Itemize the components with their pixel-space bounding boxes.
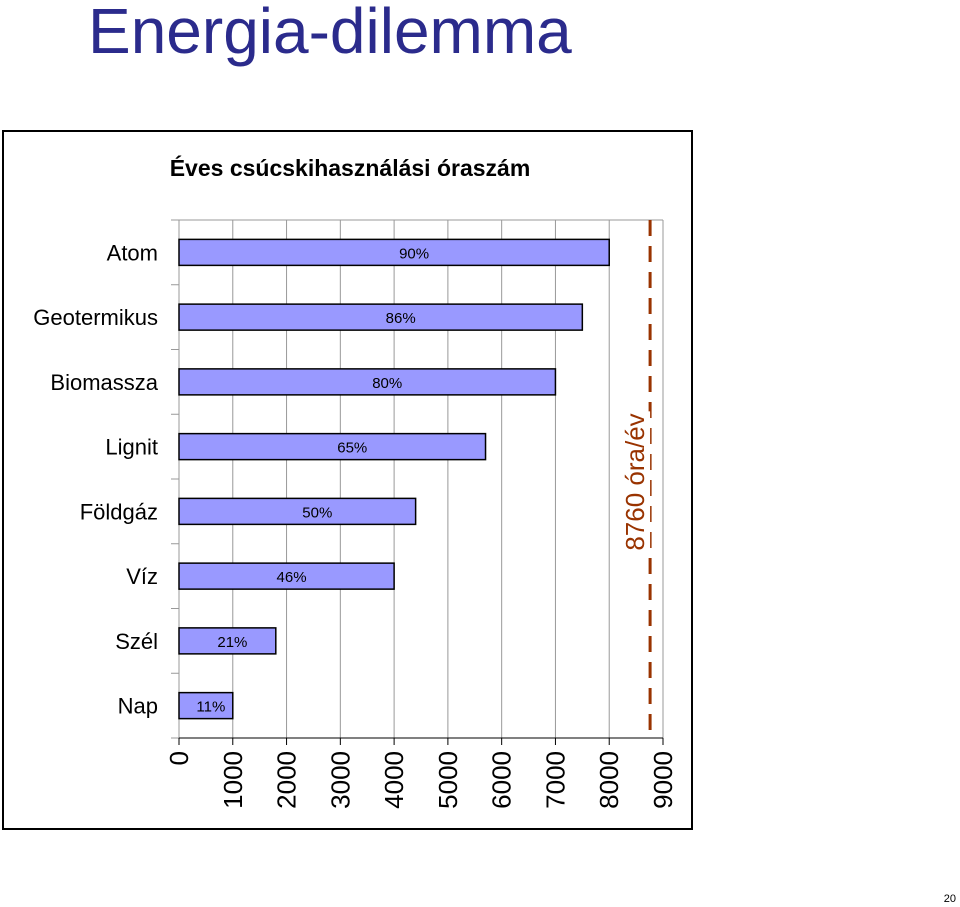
bar: [178, 238, 610, 267]
reference-layer: 8760 óra/év: [620, 220, 652, 738]
reference-label-background: [620, 411, 651, 553]
category-label: Lignit: [105, 435, 158, 460]
bar-layer: [178, 238, 610, 720]
bar: [178, 627, 277, 655]
slide-title: Energia-dilemma: [88, 0, 572, 67]
label-layer: 0 1000 2000 3000 4000 5000 6000 7000 8000 9000 Ato…: [33, 240, 678, 808]
data-label: 11%: [196, 699, 225, 716]
x-tick-label: 4000: [379, 751, 409, 809]
bar: [178, 303, 584, 331]
bar: [178, 562, 395, 590]
category-label: Földgáz: [80, 499, 158, 524]
bar: [178, 432, 487, 461]
data-label: 86%: [386, 310, 416, 327]
category-label: Nap: [118, 694, 158, 719]
category-label: Geotermikus: [33, 305, 158, 330]
x-tick-label: 3000: [325, 751, 355, 809]
x-tick-label: 9000: [648, 751, 678, 809]
category-label: Biomassza: [50, 370, 158, 395]
data-label: 46%: [277, 569, 307, 586]
data-label: 21%: [217, 634, 247, 651]
x-tick-label: 7000: [540, 751, 570, 809]
x-tick-label: 1000: [218, 751, 248, 809]
category-label: Atom: [107, 240, 158, 265]
reference-line-label: 8760 óra/év: [620, 413, 650, 550]
x-tick-label: 6000: [487, 751, 517, 809]
chart-title: Éves csúcskihasználási óraszám: [169, 155, 531, 181]
data-label: 50%: [302, 504, 332, 521]
category-label: Szél: [115, 629, 158, 654]
bar: [178, 691, 234, 720]
data-label: 90%: [399, 245, 429, 262]
bar: [178, 497, 417, 526]
x-tick-label: 0: [164, 751, 194, 765]
bar: [178, 368, 557, 396]
x-tick-label: 5000: [433, 751, 463, 809]
category-label: Víz: [126, 564, 158, 589]
data-label: 80%: [372, 375, 402, 392]
x-tick-label: 8000: [594, 751, 624, 809]
page-number: 20: [943, 893, 956, 905]
x-tick-label: 2000: [272, 751, 302, 809]
data-label: 65%: [337, 440, 367, 457]
grid-layer: [171, 219, 664, 745]
